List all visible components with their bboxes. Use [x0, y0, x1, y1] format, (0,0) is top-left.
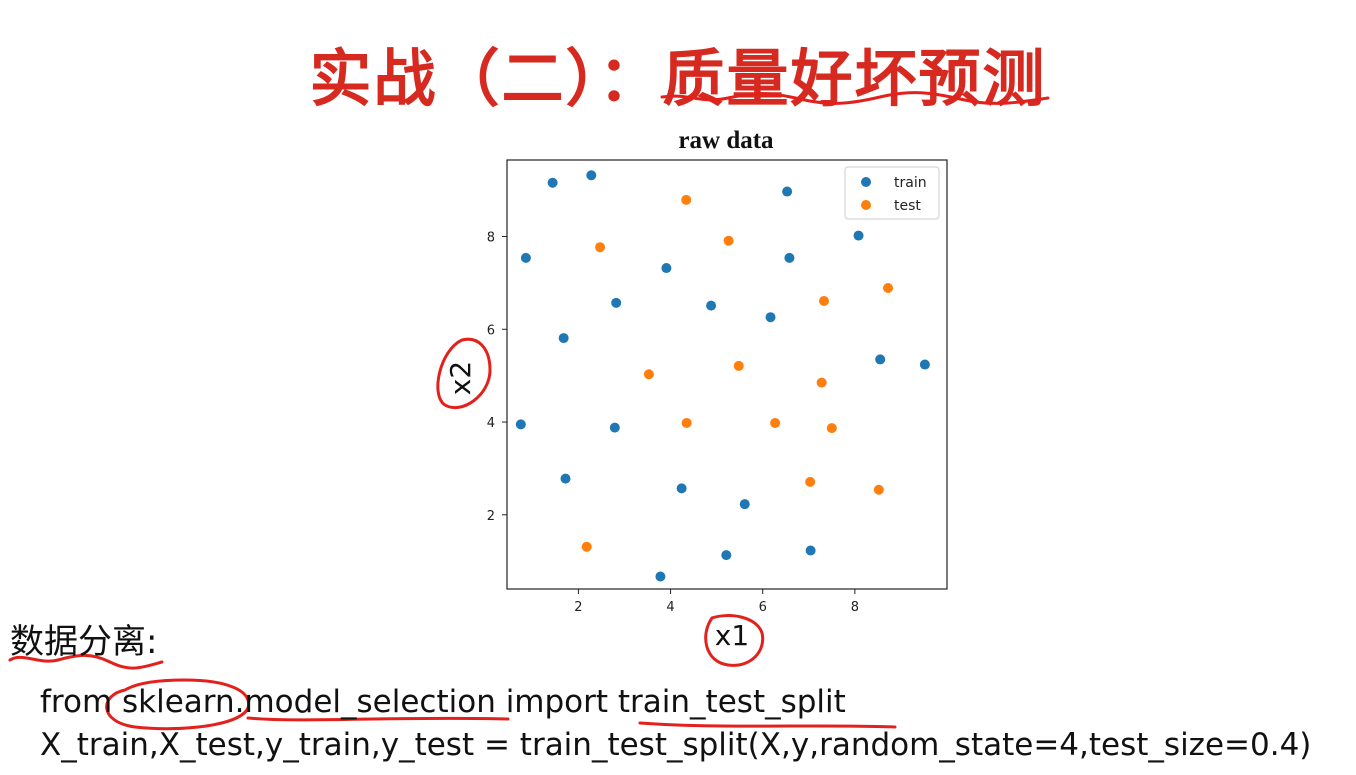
x-axis-ticks: 2 4 6 8 — [574, 589, 859, 615]
y-axis-handwritten-label: x2 — [436, 337, 492, 409]
scatter-point-test — [595, 242, 606, 253]
chart-title: raw data — [678, 127, 774, 154]
scatter-point-test — [826, 423, 837, 434]
plot-frame — [506, 159, 948, 590]
function-underline-annotation — [638, 721, 897, 729]
x-axis-handwritten-text: x1 — [715, 619, 749, 652]
scatter-point-train — [655, 571, 666, 582]
scatter-point-train — [520, 252, 531, 263]
scatter-point-test — [770, 417, 781, 428]
x-tick-label: 6 — [759, 600, 767, 615]
slide-title: 实战（二）：质量好坏预测 — [309, 42, 1047, 115]
scatter-point-test — [818, 295, 829, 306]
scatter-point-train — [739, 499, 750, 510]
scatter-point-train — [875, 354, 886, 365]
scatter-point-test — [805, 476, 816, 487]
scatter-point-test — [681, 417, 692, 428]
scatter-point-train — [560, 473, 571, 484]
code-line-split: X_train,X_test,y_train,y_test = train_te… — [40, 727, 1312, 763]
x-axis-handwritten-label: x1 — [704, 614, 765, 667]
scatter-point-test — [723, 235, 734, 246]
scatter-point-test — [643, 369, 654, 380]
scatter-point-train — [784, 252, 795, 263]
y-axis-circle-annotation — [436, 337, 492, 409]
scatter-point-train — [706, 300, 717, 311]
scatter-point-train — [676, 483, 687, 494]
legend-label-train: train — [894, 175, 927, 191]
scatter-point-train — [609, 422, 620, 433]
sklearn-circle-annotation — [105, 678, 251, 731]
scatter-point-train — [782, 186, 793, 197]
x-tick-label: 2 — [574, 600, 582, 615]
x-tick-label: 8 — [851, 600, 859, 615]
x-tick-label: 4 — [666, 600, 674, 615]
scatter-point-test — [581, 541, 592, 552]
y-axis-handwritten-text: x2 — [444, 361, 477, 395]
title-underline-annotation — [660, 91, 1050, 105]
legend-marker-train — [861, 177, 871, 187]
scatter-point-train — [853, 230, 864, 241]
y-axis-ticks: 2 4 6 8 — [487, 231, 507, 524]
scatter-point-test — [816, 377, 827, 388]
legend-label-test: test — [894, 198, 921, 214]
legend-marker-test — [861, 200, 871, 210]
y-tick-label: 6 — [487, 323, 495, 338]
y-tick-label: 2 — [487, 509, 495, 524]
scatter-point-test — [883, 283, 894, 294]
x-axis-circle-annotation — [704, 614, 765, 667]
scatter-points — [515, 170, 930, 582]
scatter-point-train — [721, 550, 732, 561]
code-line-import: from sklearn.model_selection import trai… — [40, 684, 846, 720]
scatter-point-train — [611, 297, 622, 308]
section-label: 数据分离: — [10, 622, 158, 662]
module-underline-annotation — [246, 716, 510, 722]
y-tick-label: 4 — [487, 416, 495, 431]
scatter-point-test — [873, 484, 884, 495]
scatter-point-train — [558, 333, 569, 344]
scatter-point-train — [805, 545, 816, 556]
scatter-point-test — [681, 194, 692, 205]
scatter-point-train — [919, 359, 930, 370]
y-tick-label: 8 — [487, 231, 495, 246]
scatter-point-test — [733, 360, 744, 371]
scatter-point-train — [515, 419, 526, 430]
scatter-point-train — [765, 312, 776, 323]
scatter-point-train — [586, 170, 597, 181]
scatter-point-train — [661, 263, 672, 274]
chart-legend: train test — [844, 166, 940, 220]
scatter-point-train — [547, 177, 558, 188]
section-underline-annotation — [8, 653, 164, 670]
